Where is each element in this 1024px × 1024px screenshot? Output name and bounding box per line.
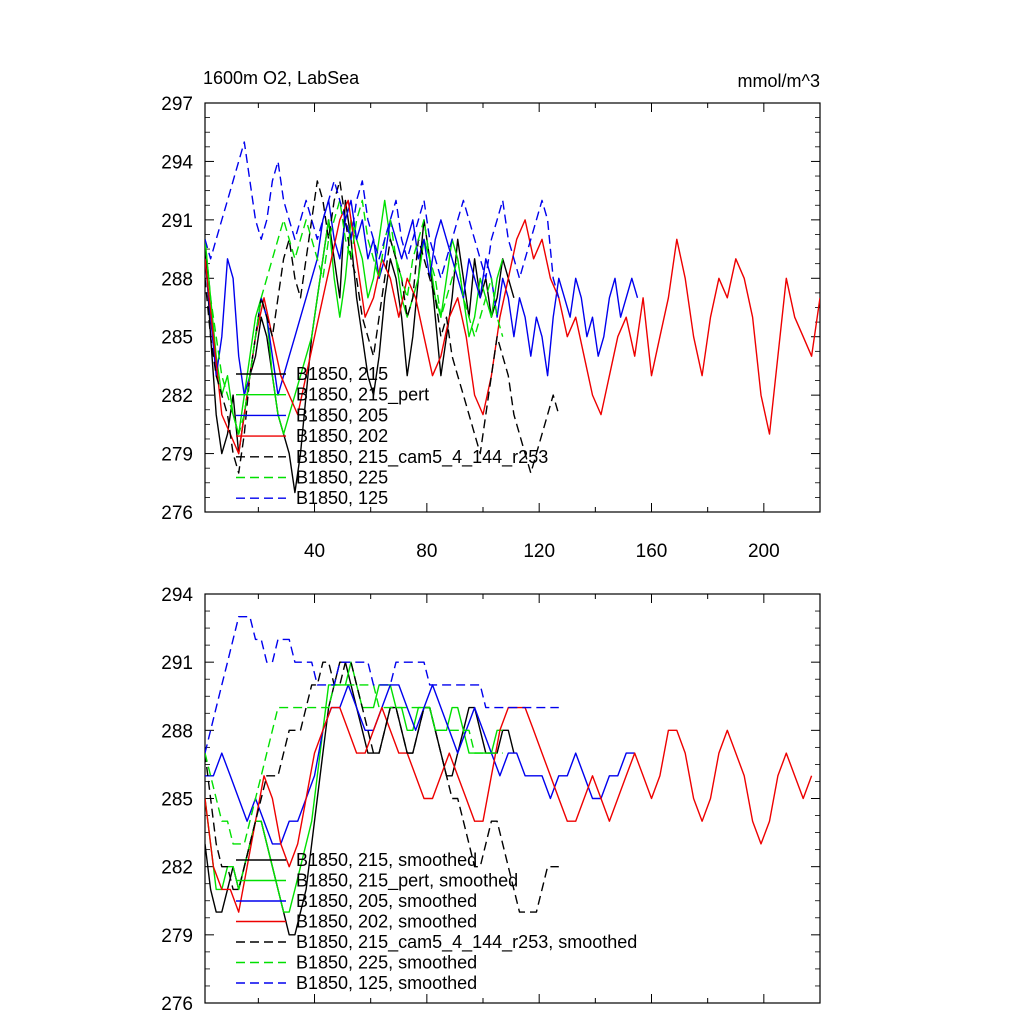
legend-label: B1850, 215_cam5_4_144_r253, smoothed (296, 932, 637, 953)
series-line-7 (205, 141, 560, 298)
series-line-7 (205, 616, 559, 754)
legend-label: B1850, 225, smoothed (296, 953, 477, 973)
y-tick-label: 291 (161, 211, 193, 232)
series-line-5 (205, 661, 559, 913)
legend-label: B1850, 125 (296, 488, 388, 508)
y-tick-label: 285 (161, 790, 193, 811)
y-tick-label: 276 (161, 994, 193, 1015)
title-right: mmol/m^3 (738, 71, 820, 91)
y-tick-label: 279 (161, 926, 193, 947)
y-tick-label: 282 (161, 386, 193, 407)
top-panel: 276 279 282 285 288 291 294 297 40 80 120 160 200 B18… (161, 94, 821, 562)
legend-label: B1850, 202 (296, 426, 388, 446)
series-group (205, 616, 813, 936)
legend-label: B1850, 215_pert, smoothed (296, 871, 518, 892)
y-tick-label: 276 (161, 503, 193, 524)
x-tick-label: 120 (523, 541, 555, 562)
x-tick-label: 160 (636, 541, 668, 562)
bottom-panel: 276 279 282 285 288 291 294 B1850, 215, smoothe… (161, 585, 821, 1015)
series-line-6 (205, 684, 503, 845)
series-line-1 (205, 199, 515, 494)
series-line-3 (205, 684, 635, 845)
series-line-4 (205, 706, 813, 913)
x-tick-label: 200 (748, 541, 780, 562)
x-tick-label: 80 (416, 541, 437, 562)
legend-label: B1850, 215_cam5_4_144_r253 (296, 447, 548, 468)
y-tick-label: 279 (161, 445, 193, 466)
x-tick-label: 40 (304, 541, 325, 562)
legend-label: B1850, 205, smoothed (296, 891, 477, 911)
legend-label: B1850, 202, smoothed (296, 912, 477, 932)
series-line-5 (205, 180, 560, 474)
y-tick-label: 294 (161, 585, 193, 606)
y-tick-label: 297 (161, 94, 193, 115)
y-tick-label: 282 (161, 858, 193, 879)
series-line-4 (205, 199, 820, 455)
legend-label: B1850, 215_pert (296, 385, 429, 406)
legend-label: B1850, 205 (296, 405, 388, 425)
series-group (205, 141, 820, 494)
y-tick-label: 291 (161, 653, 193, 674)
legend-label: B1850, 225 (296, 468, 388, 488)
legend-label: B1850, 215 (296, 364, 388, 384)
title-left: 1600m O2, LabSea (203, 68, 360, 88)
y-tick-label: 285 (161, 328, 193, 349)
y-tick-label: 288 (161, 269, 193, 290)
legend-label: B1850, 215, smoothed (296, 850, 477, 870)
legend-label: B1850, 125, smoothed (296, 973, 477, 993)
y-tick-label: 294 (161, 152, 193, 173)
series-line-6 (205, 199, 504, 435)
series-line-2 (205, 199, 504, 435)
y-tick-label: 288 (161, 721, 193, 742)
